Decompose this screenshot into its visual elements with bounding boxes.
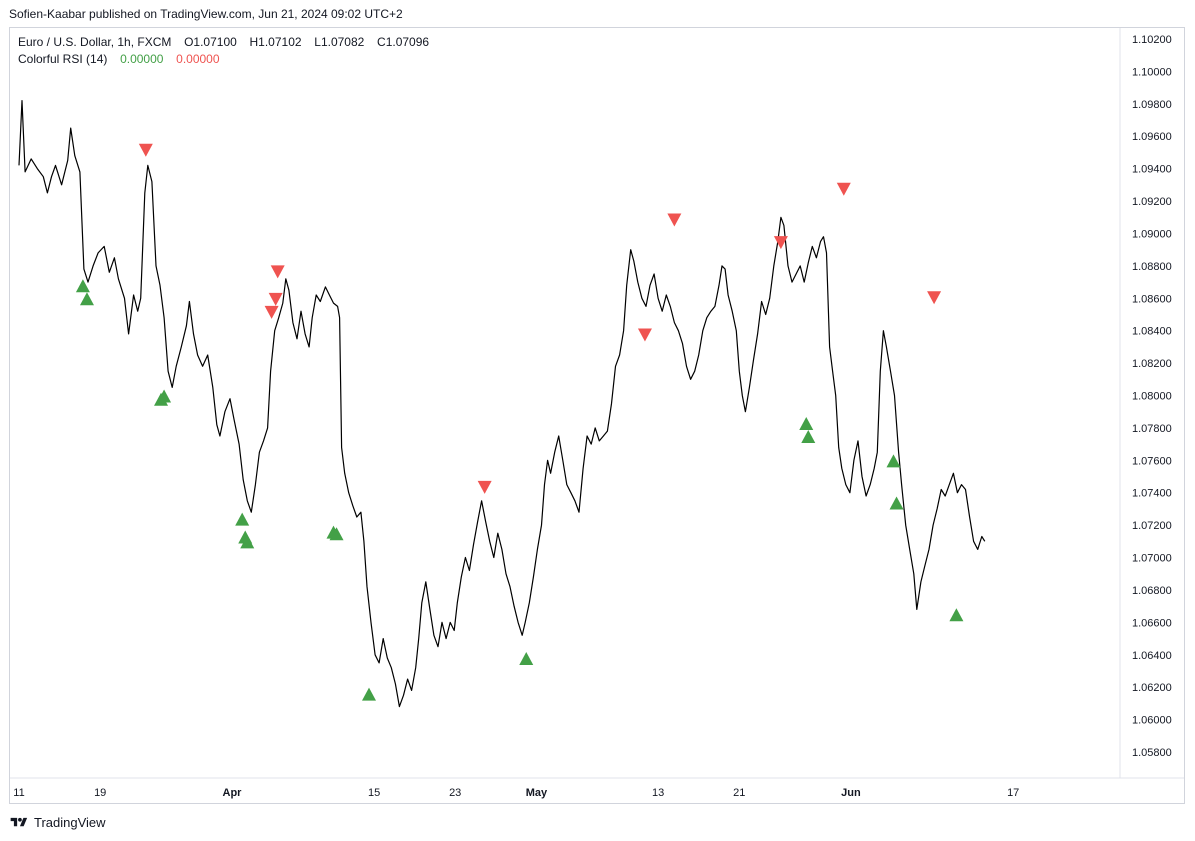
bearish-signal-marker xyxy=(836,182,851,196)
price-axis-label: 1.06400 xyxy=(1132,650,1172,662)
price-axis-label: 1.06800 xyxy=(1132,585,1172,597)
price-axis-label: 1.06600 xyxy=(1132,617,1172,629)
price-axis-label: 1.09400 xyxy=(1132,164,1172,176)
brand-name: TradingView xyxy=(34,815,106,830)
price-series-line xyxy=(18,100,986,708)
price-axis-label: 1.07200 xyxy=(1132,520,1172,532)
price-axis-label: 1.07400 xyxy=(1132,488,1172,500)
bearish-signal-marker xyxy=(138,143,153,157)
bullish-signal-marker xyxy=(240,535,255,549)
price-axis[interactable]: 1.10200 1.10000 1.09800 1.09600 1.09400 1.092… xyxy=(1132,34,1172,759)
bullish-signal-marker xyxy=(235,512,250,526)
attribution-text: Sofien-Kaabar published on TradingView.c… xyxy=(9,7,403,21)
price-axis-label: 1.09800 xyxy=(1132,99,1172,111)
bullish-signal-marker xyxy=(362,687,377,701)
bullish-signal-marker xyxy=(886,454,901,468)
time-axis-label: May xyxy=(526,787,548,799)
bullish-signal-marker xyxy=(329,527,344,541)
price-axis-label: 1.09600 xyxy=(1132,131,1172,143)
time-axis-label: 15 xyxy=(368,787,380,799)
low-value: 1.07082 xyxy=(320,35,365,49)
price-axis-label: 1.07000 xyxy=(1132,553,1172,565)
time-axis-label: 19 xyxy=(94,787,106,799)
indicator-name: Colorful RSI (14) xyxy=(18,52,108,66)
open-value: 1.07100 xyxy=(193,35,237,49)
bearish-signal-marker xyxy=(477,480,492,494)
indicator-value-bear: 0.00000 xyxy=(176,52,220,66)
tradingview-logo-icon xyxy=(10,817,28,827)
price-axis-label: 1.05800 xyxy=(1132,747,1172,759)
bearish-signal-marker xyxy=(637,328,652,342)
bullish-signal-marker xyxy=(949,608,964,622)
bullish-signal-marker xyxy=(79,292,94,306)
bearish-signal-marker xyxy=(667,213,682,227)
bullish-signal-marker xyxy=(889,496,904,510)
price-axis-label: 1.08600 xyxy=(1132,293,1172,305)
bearish-signal-marker xyxy=(264,305,279,319)
high-label: H xyxy=(249,35,259,49)
open-label: O xyxy=(184,35,194,49)
time-axis-label: 11 xyxy=(13,787,24,799)
time-axis-label: Apr xyxy=(223,787,243,799)
bullish-signal-marker xyxy=(157,389,172,403)
price-axis-label: 1.07600 xyxy=(1132,455,1172,467)
price-axis-label: 1.08200 xyxy=(1132,358,1172,370)
footer-branding[interactable]: TradingView xyxy=(9,815,106,830)
symbol-legend-row[interactable]: Euro / U.S. Dollar, 1h, FXCM O1.07100 H1… xyxy=(18,34,429,51)
time-axis-label: 23 xyxy=(449,787,461,799)
grid-layer xyxy=(10,28,1184,779)
price-axis-label: 1.09200 xyxy=(1132,196,1172,208)
chart-pane[interactable] xyxy=(9,27,1185,804)
signal-markers-layer xyxy=(75,143,964,701)
price-axis-label: 1.08800 xyxy=(1132,261,1172,273)
bullish-signal-marker xyxy=(801,430,816,444)
high-value: 1.07102 xyxy=(258,35,302,49)
price-axis-label: 1.06000 xyxy=(1132,715,1172,727)
bearish-signal-marker xyxy=(773,236,788,250)
time-axis[interactable]: 11 19 Apr 15 23 May 13 21 Jun 17 xyxy=(13,787,1019,799)
price-axis-label: 1.08400 xyxy=(1132,326,1172,338)
symbol-name: Euro / U.S. Dollar, 1h, FXCM xyxy=(18,35,172,49)
price-axis-label: 1.10200 xyxy=(1132,34,1172,46)
bullish-signal-marker xyxy=(519,652,534,666)
bearish-signal-marker xyxy=(927,291,942,305)
low-label: L xyxy=(314,35,321,49)
price-axis-label: 1.08000 xyxy=(1132,391,1172,403)
indicator-value-bull: 0.00000 xyxy=(120,52,164,66)
time-axis-label: 13 xyxy=(652,787,664,799)
price-axis-label: 1.09000 xyxy=(1132,229,1172,241)
close-value: 1.07096 xyxy=(385,35,430,49)
price-axis-label: 1.10000 xyxy=(1132,66,1172,78)
close-label: C xyxy=(377,35,386,49)
chart-legend: Euro / U.S. Dollar, 1h, FXCM O1.07100 H1… xyxy=(18,34,429,68)
bearish-signal-marker xyxy=(270,265,285,279)
bullish-signal-marker xyxy=(799,417,814,431)
time-axis-label: 21 xyxy=(733,787,745,799)
bullish-signal-marker xyxy=(75,279,90,293)
price-axis-label: 1.06200 xyxy=(1132,682,1172,694)
time-axis-label: Jun xyxy=(841,787,861,799)
price-axis-label: 1.07800 xyxy=(1132,423,1172,435)
bearish-signal-marker xyxy=(268,292,283,306)
time-axis-label: 17 xyxy=(1007,787,1019,799)
indicator-legend-row[interactable]: Colorful RSI (14) 0.00000 0.00000 xyxy=(18,51,429,68)
price-line-layer xyxy=(18,100,986,708)
